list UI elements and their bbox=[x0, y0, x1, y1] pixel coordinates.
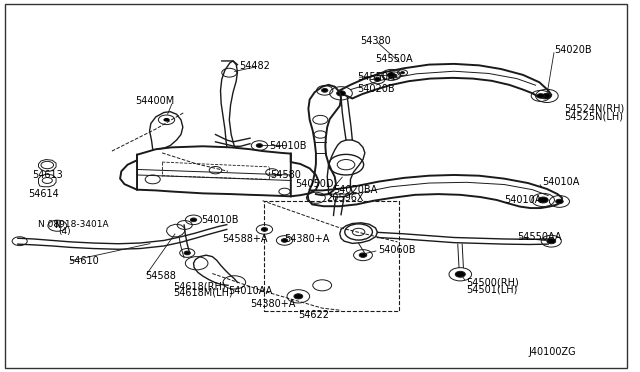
Text: 54010B: 54010B bbox=[202, 215, 239, 225]
Text: 54618M(LH): 54618M(LH) bbox=[173, 288, 232, 298]
Text: 54050D: 54050D bbox=[295, 179, 333, 189]
Text: 54618(RH): 54618(RH) bbox=[173, 281, 225, 291]
Text: 54622: 54622 bbox=[298, 311, 330, 320]
Text: 54501(LH): 54501(LH) bbox=[467, 285, 518, 295]
Text: 54580: 54580 bbox=[270, 170, 301, 180]
Text: 54550A: 54550A bbox=[376, 54, 413, 64]
Text: 20596X: 20596X bbox=[326, 193, 364, 203]
Circle shape bbox=[537, 94, 545, 98]
Circle shape bbox=[374, 77, 381, 81]
Circle shape bbox=[387, 73, 395, 77]
Text: 54550A: 54550A bbox=[356, 73, 394, 83]
Text: 54010A: 54010A bbox=[542, 177, 579, 187]
Text: 54060B: 54060B bbox=[379, 246, 416, 255]
Text: 54020BA: 54020BA bbox=[333, 185, 377, 195]
Circle shape bbox=[337, 91, 346, 96]
Circle shape bbox=[190, 218, 196, 222]
Text: 54613: 54613 bbox=[32, 170, 63, 180]
Text: 54010A: 54010A bbox=[504, 195, 541, 205]
Text: N 08918-3401A: N 08918-3401A bbox=[38, 220, 109, 229]
Circle shape bbox=[261, 228, 268, 231]
Text: 54380+A: 54380+A bbox=[285, 234, 330, 244]
Circle shape bbox=[556, 199, 563, 203]
Text: 54020B: 54020B bbox=[356, 84, 394, 93]
Text: 54588+A: 54588+A bbox=[222, 234, 268, 244]
Text: 54380+A: 54380+A bbox=[250, 299, 296, 310]
Text: 54525N(LH): 54525N(LH) bbox=[564, 111, 623, 121]
Text: 54610: 54610 bbox=[68, 256, 99, 266]
Circle shape bbox=[543, 93, 551, 99]
Text: 54524N(RH): 54524N(RH) bbox=[564, 104, 624, 114]
Circle shape bbox=[547, 238, 556, 244]
Bar bbox=[264, 201, 399, 311]
Text: 54380: 54380 bbox=[360, 36, 390, 46]
Text: N: N bbox=[54, 221, 61, 230]
Circle shape bbox=[256, 144, 262, 147]
Circle shape bbox=[184, 251, 190, 255]
Circle shape bbox=[294, 294, 303, 299]
Circle shape bbox=[455, 271, 465, 277]
Circle shape bbox=[321, 89, 328, 92]
Text: J40100ZG: J40100ZG bbox=[528, 347, 576, 357]
Circle shape bbox=[401, 71, 404, 74]
Text: 54588: 54588 bbox=[145, 271, 176, 281]
Text: 54550AA: 54550AA bbox=[516, 232, 561, 243]
Circle shape bbox=[282, 238, 287, 242]
Circle shape bbox=[163, 118, 170, 122]
Text: 54500(RH): 54500(RH) bbox=[467, 278, 519, 288]
Text: 54614: 54614 bbox=[28, 189, 59, 199]
Circle shape bbox=[538, 197, 548, 203]
Text: 54400M: 54400M bbox=[135, 96, 174, 106]
Text: 54010B: 54010B bbox=[269, 141, 307, 151]
Text: 54010AA: 54010AA bbox=[228, 286, 272, 296]
Circle shape bbox=[359, 253, 367, 257]
Circle shape bbox=[392, 74, 397, 77]
Text: (4): (4) bbox=[59, 228, 71, 237]
Text: 54020B: 54020B bbox=[554, 45, 592, 55]
Text: 54482: 54482 bbox=[239, 61, 270, 71]
